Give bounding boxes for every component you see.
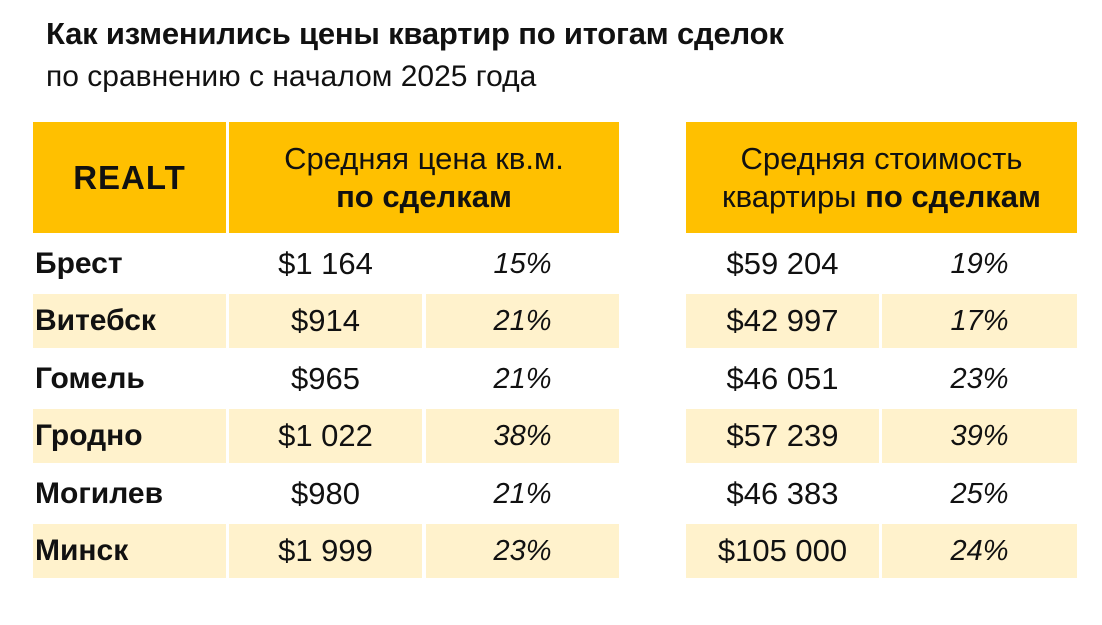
cell-flat-price: $46 383 xyxy=(726,476,839,511)
header-price-sqm-line2: по сделкам xyxy=(336,178,512,214)
cell-sqm-change: 15% xyxy=(493,247,552,280)
cell-flat-change: 19% xyxy=(950,247,1009,280)
cell-sqm-change: 21% xyxy=(493,362,552,395)
cell-flat-change: 39% xyxy=(882,409,1077,463)
cell-sqm-change: 38% xyxy=(426,409,619,463)
cell-flat-change: 25% xyxy=(950,477,1009,510)
header-price-flat: Средняя стоимость квартиры по сделкам xyxy=(686,122,1077,233)
cell-sqm-price: $914 xyxy=(229,294,422,348)
cell-sqm-change: 21% xyxy=(426,294,619,348)
cell-city: Гродно xyxy=(33,409,226,463)
header-price-flat-line1: Средняя стоимость xyxy=(740,140,1023,176)
cell-city: Минск xyxy=(33,524,226,578)
cell-flat-change: 24% xyxy=(882,524,1077,578)
realt-logo: REALT xyxy=(73,158,186,196)
cell-sqm-price: $1 999 xyxy=(229,524,422,578)
page-subtitle: по сравнению с началом 2025 года xyxy=(46,60,537,93)
cell-sqm-change: 21% xyxy=(493,477,552,510)
page-title: Как изменились цены квартир по итогам сд… xyxy=(46,16,784,51)
cell-flat-price: $59 204 xyxy=(726,246,839,281)
cell-sqm-price: $1 164 xyxy=(278,246,373,281)
cell-city: Могилев xyxy=(35,477,164,510)
header-price-sqm-line1: Средняя цена кв.м. xyxy=(284,140,564,176)
header-price-flat-line2-plain: квартиры xyxy=(722,178,866,214)
cell-city: Витебск xyxy=(33,294,226,348)
cell-flat-price: $57 239 xyxy=(686,409,879,463)
cell-city: Гомель xyxy=(35,362,145,395)
cell-flat-price: $46 051 xyxy=(726,361,839,396)
cell-city: Брест xyxy=(35,247,123,280)
cell-flat-price: $42 997 xyxy=(686,294,879,348)
cell-sqm-price: $980 xyxy=(291,476,360,511)
cell-sqm-price: $965 xyxy=(291,361,360,396)
cell-flat-price: $105 000 xyxy=(686,524,879,578)
header-price-flat-line2-bold: по сделкам xyxy=(865,178,1041,214)
header-price-flat-line2: квартиры по сделкам xyxy=(722,178,1041,216)
cell-sqm-change: 23% xyxy=(426,524,619,578)
cell-flat-change: 17% xyxy=(882,294,1077,348)
cell-flat-change: 23% xyxy=(950,362,1009,395)
logo-cell: REALT xyxy=(33,122,226,233)
cell-sqm-price: $1 022 xyxy=(229,409,422,463)
header-price-sqm: Средняя цена кв.м. по сделкам xyxy=(229,122,619,233)
